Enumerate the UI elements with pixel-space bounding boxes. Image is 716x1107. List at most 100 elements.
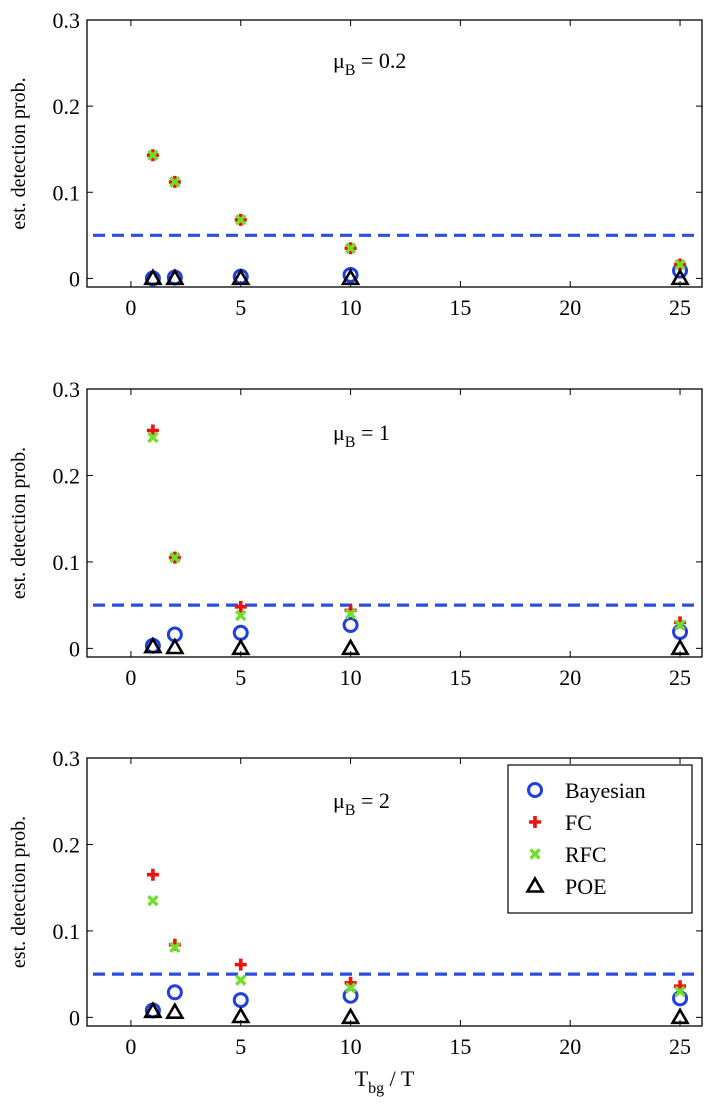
x-axis-label-main: T	[355, 1066, 369, 1091]
series-fc	[146, 424, 687, 629]
x-axis-label-rest: / T	[384, 1066, 415, 1091]
bayesian-point	[232, 624, 249, 641]
x-tick-label: 20	[559, 1034, 581, 1059]
x-tick-label: 15	[449, 295, 471, 320]
legend-fc-icon	[529, 816, 541, 828]
rfc-point	[344, 982, 357, 994]
poe-point	[230, 638, 251, 656]
series-poe	[143, 268, 690, 286]
legend-label-rfc: RFC	[565, 842, 607, 867]
poe-point	[670, 1007, 690, 1025]
rfc-point	[674, 619, 686, 631]
series-fc	[146, 149, 687, 271]
x-axis-label: Tbg / T	[355, 1066, 415, 1097]
poe-point	[165, 637, 185, 655]
x-tick-label: 10	[340, 665, 362, 690]
fc-point	[146, 868, 159, 881]
y-axis-label: est. detection prob.	[8, 77, 30, 229]
x-tick-label: 15	[449, 665, 471, 690]
x-tick-label: 25	[669, 665, 691, 690]
panel-3: 0 5 10 15 20 25 0 0.1 0.2 0.3 est. detection prob.…	[8, 746, 703, 1097]
y-axis-label: est. detection prob.	[8, 447, 30, 599]
y-tick-label: 0	[69, 266, 80, 291]
y-axis-label: est. detection prob.	[8, 816, 30, 968]
rfc-point	[235, 214, 247, 226]
x-axis-label-sub: bg	[368, 1080, 384, 1097]
y-tick-label: 0.1	[53, 550, 81, 575]
x-tick-label: 5	[235, 665, 246, 690]
x-tick-label: 0	[125, 1034, 136, 1059]
series-bayesian	[144, 984, 689, 1019]
legend-bayesian-icon	[527, 782, 543, 798]
y-tick-label: 0.1	[53, 180, 81, 205]
poe-point	[670, 638, 690, 656]
legend-poe-icon	[525, 875, 545, 893]
y-tick-label: 0.2	[53, 94, 81, 119]
y-tick-label: 0	[69, 636, 80, 661]
panel-annotation: μB = 1	[333, 420, 390, 451]
panel-annotation: μB = 0.2	[333, 48, 406, 79]
annotation-value: = 2	[355, 788, 389, 813]
y-tick-label: 0.3	[53, 746, 81, 771]
rfc-point	[235, 974, 247, 986]
bayesian-point	[232, 992, 249, 1009]
series-fc	[146, 868, 687, 993]
y-tick-label: 0.2	[53, 463, 81, 488]
y-tick-label: 0	[69, 1005, 80, 1030]
rfc-point	[344, 242, 357, 254]
poe-point	[143, 1001, 163, 1019]
x-tick-label: 20	[559, 665, 581, 690]
y-tick-label: 0.3	[53, 8, 81, 33]
y-tick-label: 0.3	[53, 377, 81, 402]
series-rfc	[147, 894, 686, 998]
poe-point	[143, 268, 163, 286]
poe-point	[165, 1002, 185, 1019]
fc-point	[234, 600, 247, 613]
annotation-value: = 1	[355, 420, 389, 445]
fc-point	[146, 424, 159, 437]
rfc-point	[169, 941, 181, 954]
annotation-subscript: B	[345, 434, 356, 451]
annotation-symbol: μ	[333, 788, 345, 813]
bayesian-point	[342, 617, 359, 634]
rfc-point	[147, 894, 159, 907]
panel-1: 0 5 10 15 20 25 0 0.1 0.2 0.3 est. detection prob.…	[8, 8, 703, 320]
poe-point	[230, 268, 251, 286]
rfc-point	[344, 608, 357, 620]
series-poe	[143, 1001, 690, 1025]
x-tick-label: 0	[125, 295, 136, 320]
rfc-point	[147, 149, 159, 161]
x-tick-label: 0	[125, 665, 136, 690]
rfc-point	[674, 985, 686, 998]
y-tick-label: 0.2	[53, 832, 81, 857]
x-tick-label: 10	[340, 1034, 362, 1059]
legend-box	[507, 764, 693, 914]
x-tick-label: 5	[235, 295, 246, 320]
legend-label-poe: POE	[565, 874, 607, 899]
x-tick-label: 15	[449, 1034, 471, 1059]
x-tick-label: 25	[669, 1034, 691, 1059]
poe-point	[340, 268, 361, 286]
poe-point	[670, 268, 690, 286]
series-bayesian	[144, 262, 689, 287]
poe-point	[340, 1007, 361, 1025]
annotation-subscript: B	[345, 802, 356, 819]
series-poe	[143, 636, 690, 656]
series-rfc	[147, 431, 686, 631]
annotation-value: = 0.2	[355, 48, 406, 73]
axes-frame	[86, 757, 703, 1027]
series-rfc	[147, 149, 686, 271]
legend: Bayesian FC RFC POE	[507, 764, 693, 914]
legend-label-fc: FC	[565, 810, 592, 835]
rfc-point	[674, 258, 686, 271]
poe-point	[165, 268, 185, 286]
annotation-symbol: μ	[333, 48, 345, 73]
legend-rfc-icon	[529, 848, 541, 860]
y-tick-label: 0.1	[53, 919, 81, 944]
axes-frame	[86, 388, 703, 658]
poe-point	[230, 1006, 251, 1024]
rfc-point	[169, 176, 181, 188]
x-tick-label: 5	[235, 1034, 246, 1059]
rfc-point	[235, 609, 247, 622]
